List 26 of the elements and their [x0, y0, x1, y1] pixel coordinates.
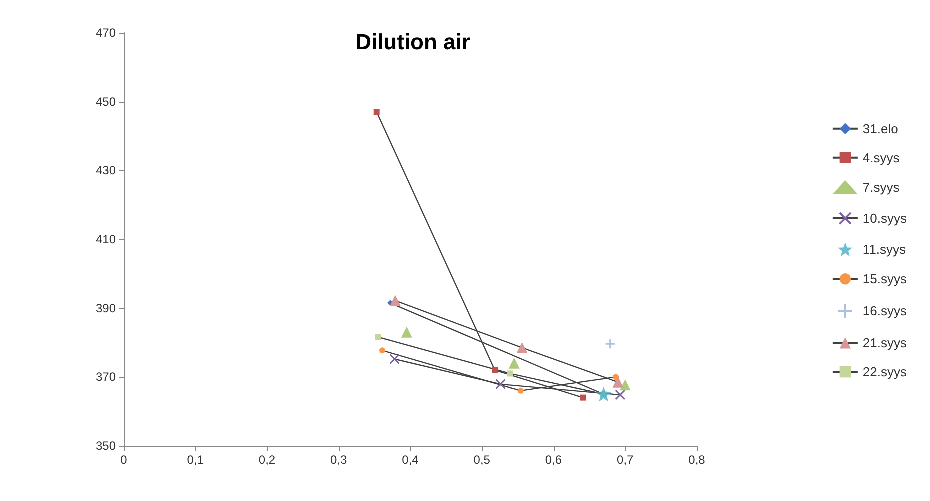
x-tick-label: 0,7 — [617, 453, 634, 467]
x-tick-label: 0,2 — [258, 453, 276, 467]
x-tick-label: 0 — [120, 453, 128, 467]
legend-label: 16.syys — [862, 304, 908, 319]
x-tick-label: 0,1 — [187, 453, 204, 467]
y-tick-label: 430 — [96, 164, 116, 178]
legend-label: 10.syys — [862, 211, 908, 226]
x-tick-label: 0,4 — [402, 453, 420, 467]
y-tick-label: 390 — [96, 301, 116, 316]
legend-label: 11.syys — [862, 242, 907, 258]
x-tick-label: 0,5 — [474, 453, 491, 467]
legend-label: 7.syys — [862, 180, 900, 195]
chart-title: Dilution air — [356, 30, 471, 54]
legend-label: 15.syys — [862, 272, 908, 287]
x-tick-label: 0,6 — [545, 453, 562, 467]
x-tick-label: 0,8 — [688, 453, 706, 467]
y-tick-label: 370 — [96, 370, 116, 384]
legend-label: 4.syys — [862, 150, 900, 166]
legend-label: 22.syys — [862, 364, 908, 380]
y-tick-label: 350 — [96, 439, 116, 453]
y-tick-label: 410 — [96, 232, 116, 246]
y-tick-label: 470 — [96, 26, 116, 40]
legend-label: 31.elo — [862, 121, 898, 136]
legend-label: 21.syys — [862, 336, 908, 351]
y-tick-label: 450 — [96, 94, 116, 109]
x-tick-label: 0,3 — [330, 453, 348, 467]
